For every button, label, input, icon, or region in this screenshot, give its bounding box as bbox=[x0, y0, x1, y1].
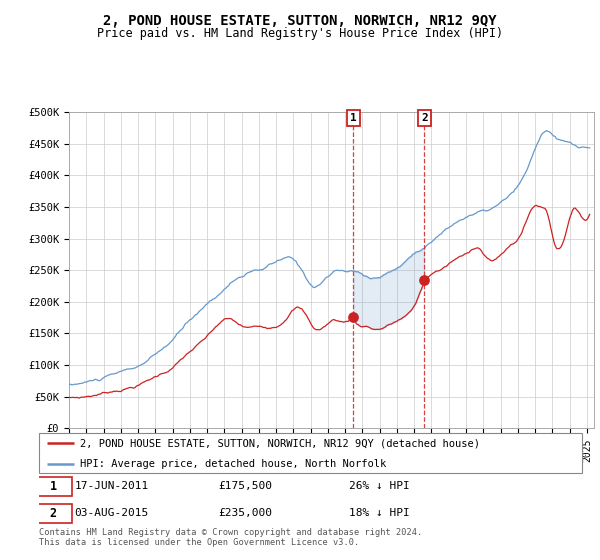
Text: Contains HM Land Registry data © Crown copyright and database right 2024.
This d: Contains HM Land Registry data © Crown c… bbox=[39, 528, 422, 547]
FancyBboxPatch shape bbox=[35, 503, 71, 522]
FancyBboxPatch shape bbox=[39, 433, 582, 473]
Text: 2: 2 bbox=[50, 507, 56, 520]
Text: 17-JUN-2011: 17-JUN-2011 bbox=[74, 482, 149, 492]
FancyBboxPatch shape bbox=[35, 477, 71, 496]
Text: 2, POND HOUSE ESTATE, SUTTON, NORWICH, NR12 9QY: 2, POND HOUSE ESTATE, SUTTON, NORWICH, N… bbox=[103, 14, 497, 28]
Point bbox=[419, 275, 429, 284]
Point bbox=[348, 313, 358, 322]
Text: 26% ↓ HPI: 26% ↓ HPI bbox=[349, 482, 409, 492]
Text: 1: 1 bbox=[50, 480, 56, 493]
Text: HPI: Average price, detached house, North Norfolk: HPI: Average price, detached house, Nort… bbox=[80, 459, 386, 469]
Text: 1: 1 bbox=[350, 113, 356, 123]
Text: Price paid vs. HM Land Registry's House Price Index (HPI): Price paid vs. HM Land Registry's House … bbox=[97, 27, 503, 40]
Text: 2, POND HOUSE ESTATE, SUTTON, NORWICH, NR12 9QY (detached house): 2, POND HOUSE ESTATE, SUTTON, NORWICH, N… bbox=[80, 438, 480, 449]
Text: 03-AUG-2015: 03-AUG-2015 bbox=[74, 508, 149, 518]
Text: 2: 2 bbox=[421, 113, 428, 123]
Text: £235,000: £235,000 bbox=[218, 508, 272, 518]
Text: 18% ↓ HPI: 18% ↓ HPI bbox=[349, 508, 409, 518]
Text: £175,500: £175,500 bbox=[218, 482, 272, 492]
